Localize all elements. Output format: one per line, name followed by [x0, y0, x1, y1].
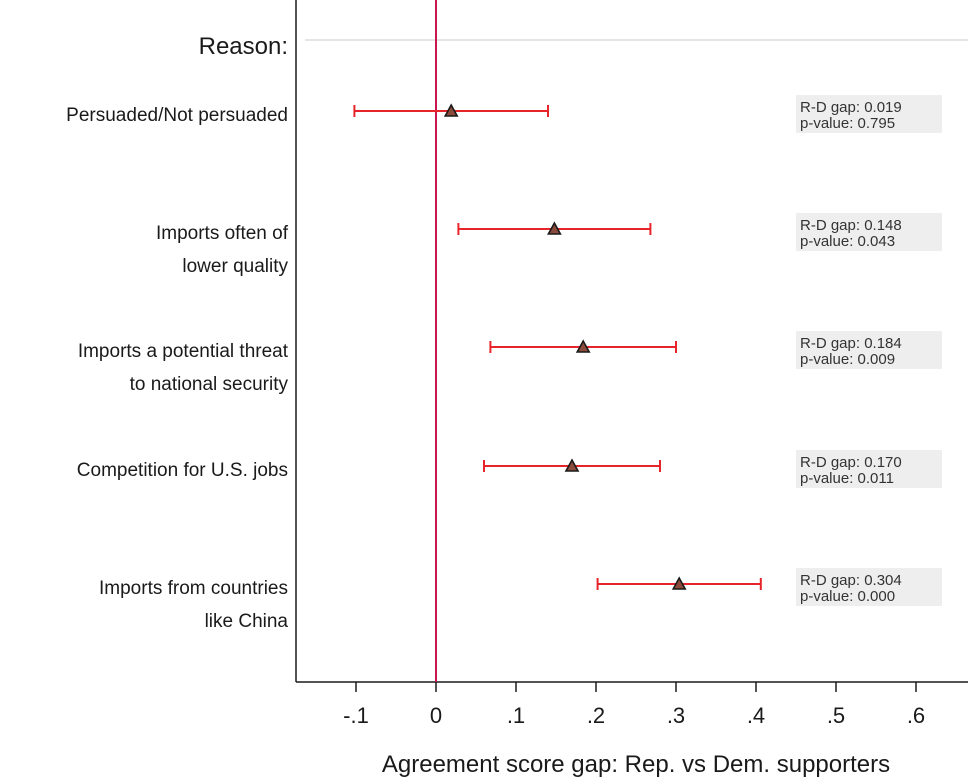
- category-label: Imports a potential threat: [78, 341, 289, 362]
- category-label: Imports often of: [156, 223, 289, 244]
- category-label: to national security: [130, 374, 289, 395]
- point-estimate-marker: [575, 339, 591, 353]
- annotation-background: [796, 568, 942, 606]
- annotation-text: p-value: 0.795: [800, 115, 895, 132]
- annotation-background: [796, 331, 942, 369]
- category-label: Persuaded/Not persuaded: [66, 105, 288, 126]
- annotation-text: p-value: 0.009: [800, 351, 895, 368]
- annotation-text: R-D gap: 0.170: [800, 454, 902, 471]
- point-estimate-marker: [547, 221, 562, 235]
- annotation-text: p-value: 0.011: [800, 470, 894, 487]
- category-label: lower quality: [182, 256, 288, 277]
- annotation-text: R-D gap: 0.148: [800, 217, 902, 234]
- x-tick-label: .3: [667, 703, 685, 728]
- x-tick-label: .4: [747, 703, 765, 728]
- x-tick-label: .2: [587, 703, 605, 728]
- point-estimate-marker: [443, 103, 459, 117]
- category-label: Competition for U.S. jobs: [77, 460, 288, 481]
- reason-header: Reason:: [199, 33, 288, 60]
- annotation-text: R-D gap: 0.019: [800, 99, 902, 116]
- annotation-text: p-value: 0.000: [800, 588, 895, 605]
- annotation-text: R-D gap: 0.304: [800, 572, 902, 589]
- annotation-text: p-value: 0.043: [800, 233, 895, 250]
- category-label: like China: [205, 611, 289, 632]
- x-tick-label: .5: [827, 703, 845, 728]
- point-estimate-marker: [671, 576, 687, 590]
- annotation-text: R-D gap: 0.184: [800, 335, 902, 352]
- annotation-background: [796, 95, 942, 133]
- x-tick-label: .1: [507, 703, 525, 728]
- point-estimate-marker: [564, 458, 580, 472]
- x-tick-label: .6: [907, 703, 925, 728]
- x-axis-title: Agreement score gap: Rep. vs Dem. suppor…: [382, 751, 890, 778]
- category-label: Imports from countries: [99, 578, 288, 599]
- x-tick-label: 0: [430, 703, 442, 728]
- annotation-background: [796, 450, 942, 488]
- x-tick-label: -.1: [343, 703, 369, 728]
- annotation-background: [796, 213, 942, 251]
